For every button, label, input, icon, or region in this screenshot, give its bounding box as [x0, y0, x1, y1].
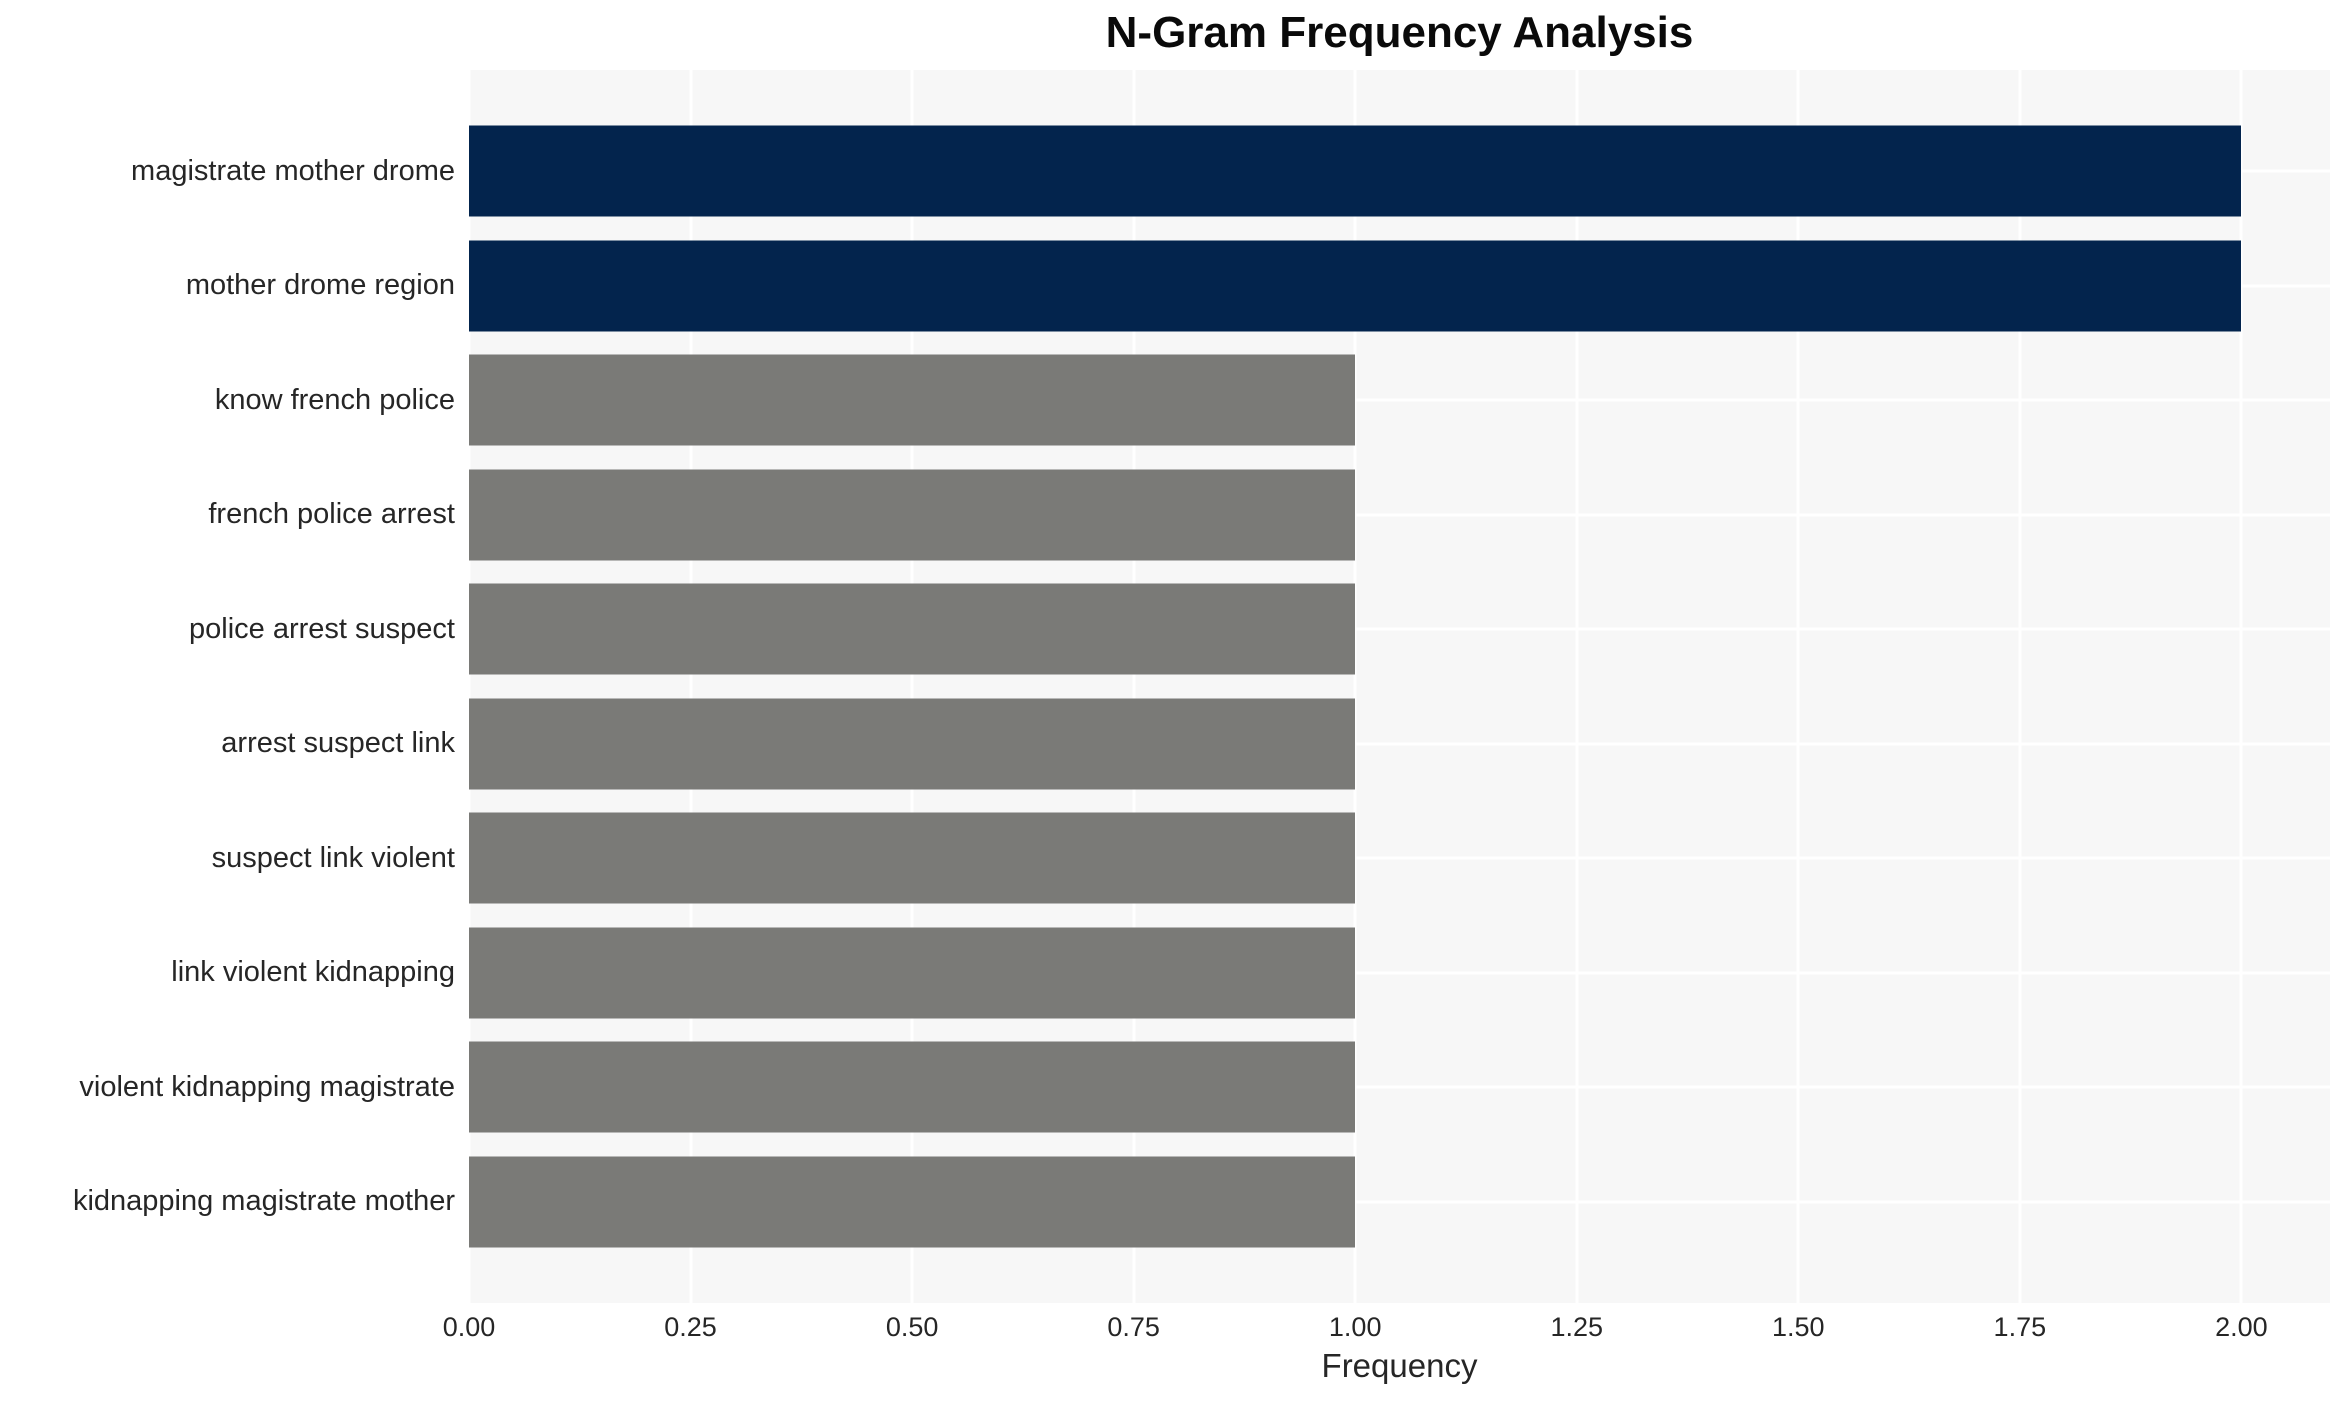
category-label: suspect link violent: [211, 841, 455, 874]
bar-row: know french police: [0, 343, 2330, 458]
horizontal-gridline: [469, 971, 2330, 975]
horizontal-gridline: [469, 1085, 2330, 1089]
x-axis-ticks: 0.00 0.25 0.50 0.75 1.00 1.25 1.50 1.75 2.00: [443, 1303, 2330, 1347]
bar-track: [469, 1145, 2330, 1260]
vertical-gridline: [1575, 70, 1579, 1303]
bar-track: [469, 343, 2330, 458]
x-tick-label: 1.25: [1550, 1312, 1604, 1342]
bar-track: [469, 229, 2330, 344]
bar-track: [469, 572, 2330, 687]
vertical-gridline: [1796, 70, 1800, 1303]
horizontal-gridline: [469, 742, 2330, 746]
bar: [469, 698, 1356, 790]
bar-row: link violent kidnapping: [0, 916, 2330, 1031]
bar-row: violent kidnapping magistrate: [0, 1030, 2330, 1145]
x-tick-label: 0.50: [885, 1312, 939, 1342]
bar-track: [469, 916, 2330, 1031]
vertical-gridline: [910, 70, 914, 1303]
bar: [469, 125, 2242, 217]
vertical-gridline: [2018, 70, 2022, 1303]
horizontal-gridline: [469, 627, 2330, 631]
bar-track: [469, 1030, 2330, 1145]
horizontal-gridline: [469, 1200, 2330, 1204]
bar-track: [469, 801, 2330, 916]
category-label: know french police: [214, 383, 455, 416]
bar: [469, 354, 1356, 446]
bar: [469, 1156, 1356, 1248]
vertical-gridline: [1353, 70, 1357, 1303]
bar: [469, 240, 2242, 332]
bar: [469, 927, 1356, 1019]
bar: [469, 1041, 1356, 1133]
horizontal-gridline: [469, 513, 2330, 517]
bar-track: [469, 687, 2330, 802]
category-label: mother drome region: [185, 269, 455, 302]
bar-row: mother drome region: [0, 229, 2330, 344]
horizontal-gridline: [469, 398, 2330, 402]
x-axis-label: Frequency: [1321, 1347, 1478, 1384]
bar-rows: magistrate mother drome mother drome reg…: [0, 70, 2330, 1303]
category-label: magistrate mother drome: [131, 154, 455, 187]
bar-row: magistrate mother drome: [0, 114, 2330, 229]
horizontal-gridline: [469, 856, 2330, 860]
bar-row: kidnapping magistrate mother: [0, 1145, 2330, 1260]
bar-row: french police arrest: [0, 458, 2330, 573]
x-tick-label: 1.00: [1328, 1312, 1382, 1342]
bar-row: police arrest suspect: [0, 572, 2330, 687]
x-tick-label: 0.75: [1107, 1312, 1160, 1342]
category-label: kidnapping magistrate mother: [72, 1185, 455, 1218]
bar: [469, 469, 1356, 561]
bar-track: [469, 458, 2330, 573]
vertical-gridline: [2239, 70, 2243, 1303]
bar: [469, 583, 1356, 675]
vertical-gridline: [1132, 70, 1136, 1303]
bar-row: suspect link violent: [0, 801, 2330, 916]
category-label: police arrest suspect: [189, 612, 455, 645]
category-label: violent kidnapping magistrate: [79, 1070, 455, 1103]
bar: [469, 812, 1356, 904]
x-tick-label: 2.00: [2215, 1312, 2268, 1342]
x-tick-label: 1.75: [1993, 1312, 2047, 1342]
x-tick-label: 1.50: [1772, 1312, 1825, 1342]
bar-track: [469, 114, 2330, 229]
category-label: link violent kidnapping: [171, 956, 455, 989]
vertical-gridline: [467, 70, 471, 1303]
category-label: arrest suspect link: [221, 727, 455, 760]
chart-title: N-Gram Frequency Analysis: [1105, 8, 1694, 57]
x-tick-label: 0.25: [664, 1312, 717, 1342]
bar-row: arrest suspect link: [0, 687, 2330, 802]
vertical-gridline: [689, 70, 693, 1303]
x-tick-label: 0.00: [442, 1312, 496, 1342]
category-label: french police arrest: [208, 498, 455, 531]
